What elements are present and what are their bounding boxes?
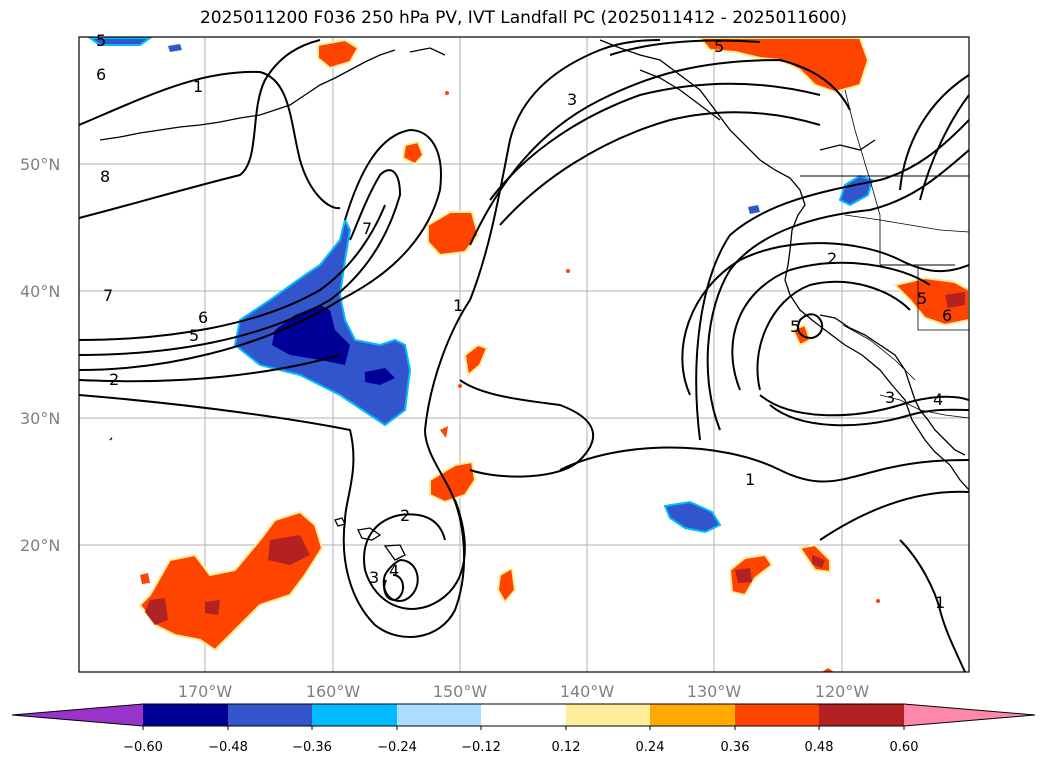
colorbar-extend-low xyxy=(12,704,143,726)
lon-label: 140°W xyxy=(560,682,615,701)
colorbar-swatch xyxy=(566,704,650,726)
contour-label: 6 xyxy=(942,306,952,325)
colorbar-swatch xyxy=(735,704,819,726)
colorbar-swatch xyxy=(650,704,735,726)
colorbar-swatch xyxy=(312,704,397,726)
colorbar-swatch xyxy=(143,704,228,726)
contour-label: 1 xyxy=(935,593,945,612)
colorbar-labels: −0.60 −0.48 −0.36 −0.24 −0.12 0.12 0.24 … xyxy=(123,740,918,755)
lon-label: 160°W xyxy=(306,682,361,701)
contour-label: 7 xyxy=(362,219,372,238)
contour-label: 2 xyxy=(400,506,410,525)
colorbar-swatch xyxy=(228,704,312,726)
colorbar-swatch xyxy=(819,704,904,726)
contour-label: 3 xyxy=(369,568,379,587)
lat-label: 30°N xyxy=(20,409,60,428)
colorbar-swatch xyxy=(397,704,481,726)
colorbar-tick-label: 0.12 xyxy=(552,740,581,755)
contour-label: 2 xyxy=(827,249,837,268)
colorbar-tick-label: −0.36 xyxy=(292,740,332,755)
colorbar-tick-label: −0.12 xyxy=(461,740,501,755)
lon-label: 120°W xyxy=(815,682,870,701)
contour-label: 5 xyxy=(189,326,199,345)
contour-label: 1 xyxy=(193,77,203,96)
coastlines xyxy=(99,39,969,561)
contour-label: 3 xyxy=(567,90,577,109)
contour-label: 6 xyxy=(96,65,106,84)
contour-label: 1 xyxy=(745,470,755,489)
contour-label: 4 xyxy=(933,390,943,409)
colorbar-tick-label: −0.24 xyxy=(377,740,417,755)
colorbar xyxy=(11,703,1036,730)
lon-label: 150°W xyxy=(433,682,488,701)
positive-pv-anomaly xyxy=(138,37,969,672)
ivt-contours xyxy=(79,39,969,672)
longitude-labels: 170°W 160°W 150°W 140°W 130°W 120°W xyxy=(178,682,870,701)
lon-label: 130°W xyxy=(687,682,742,701)
colorbar-tick-label: −0.48 xyxy=(208,740,248,755)
colorbar-extend-high xyxy=(904,704,1035,726)
colorbar-tick-label: −0.60 xyxy=(123,740,163,755)
contour-label: 5 xyxy=(96,31,106,50)
contour-label: 2 xyxy=(109,370,119,389)
contour-label: 7 xyxy=(103,286,113,305)
colorbar-swatch xyxy=(481,704,566,726)
contour-label: 1 xyxy=(453,296,463,315)
contour-label: 3 xyxy=(885,388,895,407)
lat-label: 50°N xyxy=(20,155,60,174)
contour-label: 5 xyxy=(917,289,927,308)
contour-label: 8 xyxy=(100,167,110,186)
latitude-labels: 50°N 40°N 30°N 20°N xyxy=(20,155,60,555)
map-frame xyxy=(78,36,970,673)
lat-label: 20°N xyxy=(20,536,60,555)
contour-label: 6 xyxy=(198,308,208,327)
contour-labels: 5 6 1 3 5 8 7 7 6 5 2 1 2 3 4 1 2 5 5 6 … xyxy=(96,31,952,612)
colorbar-tick-label: 0.48 xyxy=(805,740,834,755)
map-title: 2025011200 F036 250 hPa PV, IVT Landfall… xyxy=(199,8,847,28)
lon-label: 170°W xyxy=(178,682,233,701)
colorbar-tick-label: 0.24 xyxy=(636,740,665,755)
colorbar-tick-label: 0.36 xyxy=(721,740,750,755)
contour-label: 4 xyxy=(389,561,399,580)
contour-label: 5 xyxy=(714,37,724,56)
colorbar-tick-label: 0.60 xyxy=(890,740,919,755)
lat-label: 40°N xyxy=(20,282,60,301)
contour-label: 5 xyxy=(790,317,800,336)
